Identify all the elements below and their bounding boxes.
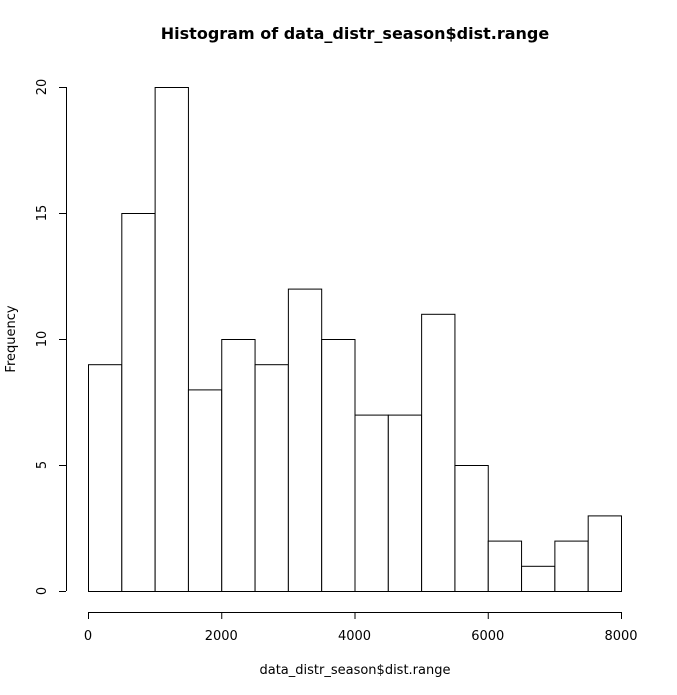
histogram-bar (321, 339, 356, 592)
y-axis: 0 5 10 15 20 (35, 79, 67, 595)
bars-group (88, 87, 622, 593)
histogram-bar (287, 288, 323, 592)
y-tick-label: 5 (35, 461, 50, 469)
histogram-bar (387, 414, 423, 592)
histogram-bar (187, 389, 223, 592)
x-tick-label: 8000 (604, 629, 637, 644)
histogram-bar (487, 540, 523, 592)
y-tick-label: 15 (35, 205, 50, 222)
chart-title: Histogram of data_distr_season$dist.rang… (161, 24, 550, 43)
x-tick-label: 0 (84, 629, 92, 644)
x-tick-label: 4000 (338, 629, 371, 644)
x-tick-label: 2000 (205, 629, 238, 644)
y-tick-label: 20 (35, 79, 50, 96)
histogram-bar (254, 364, 289, 593)
histogram-bar (221, 339, 256, 592)
histogram-bar (121, 213, 156, 592)
histogram-bar (454, 465, 489, 592)
histogram-bar (521, 565, 556, 592)
x-axis: 0 2000 4000 6000 8000 (84, 612, 638, 644)
histogram-bar (354, 414, 389, 592)
y-tick-label: 0 (35, 587, 50, 595)
histogram-bar (554, 540, 589, 592)
histogram-bar (587, 515, 622, 593)
histogram-bar (421, 313, 456, 592)
y-tick-label: 10 (35, 331, 50, 348)
histogram-bar (88, 364, 123, 593)
histogram-bar (154, 87, 189, 592)
x-axis-label: data_distr_season$dist.range (259, 663, 450, 678)
y-axis-label: Frequency (4, 305, 19, 372)
x-tick-label: 6000 (471, 629, 504, 644)
